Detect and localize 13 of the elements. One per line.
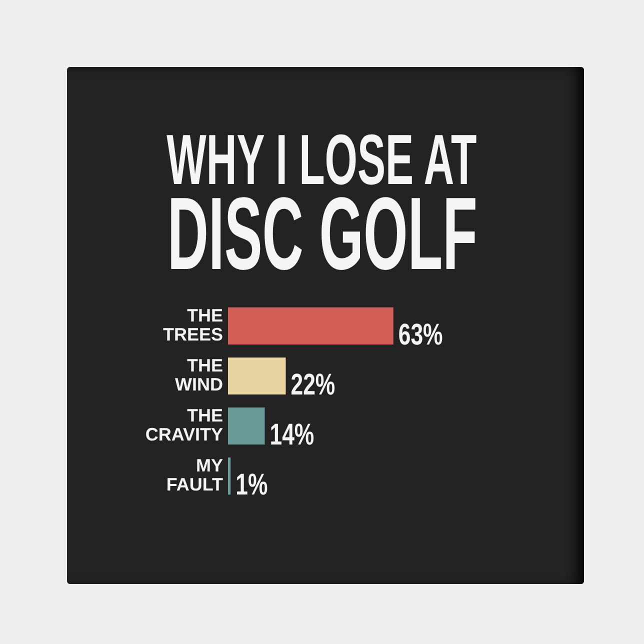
y-tick-label: MY FAULT [166,456,224,494]
bar [228,307,394,344]
y-tick-label: THE CRAVITY [145,406,223,444]
bar [228,458,231,495]
bar [228,357,286,394]
chart-title: WHY I LOSE AT DISC GOLF [166,121,477,291]
data-label: 63% [398,317,443,352]
y-tick-label: THE TREES [162,305,223,344]
data-label: 1% [236,467,268,502]
bar [228,408,265,445]
data-label: 14% [270,417,314,452]
data-label: 22% [290,367,336,402]
y-tick-label: THE WIND [175,355,223,394]
